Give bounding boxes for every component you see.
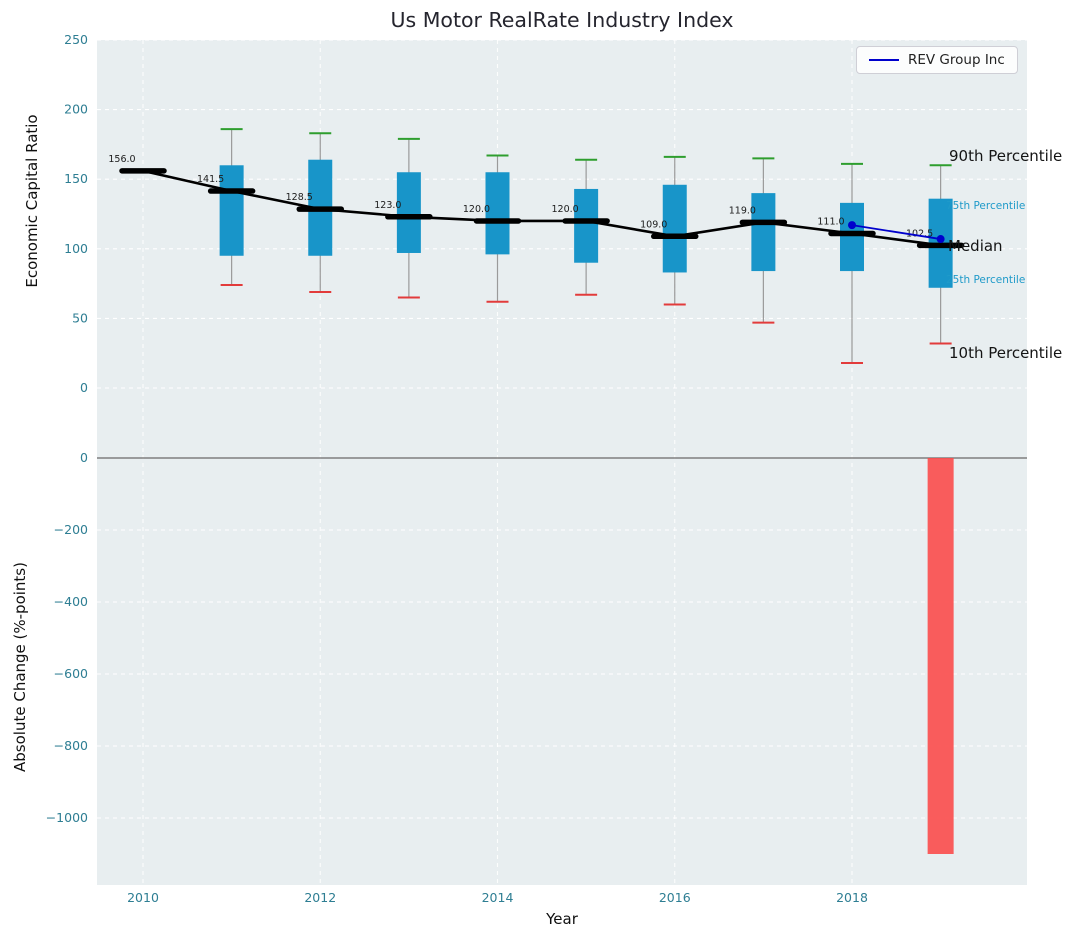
box-2015 <box>574 188 599 263</box>
rev-group-line <box>851 224 941 240</box>
median-label-2015: 120.0 <box>552 204 579 215</box>
box-2011 <box>219 165 244 256</box>
ytick-label-top: 200 <box>64 102 88 117</box>
xlabel-year: Year <box>546 910 578 928</box>
median-label-2018: 111.0 <box>817 216 844 227</box>
annotation-25th-percentile: 25th Percentile <box>946 274 1026 286</box>
xtick-label: 2016 <box>659 890 691 905</box>
median-label-2013: 123.0 <box>374 200 401 211</box>
annotation-10th-percentile: 10th Percentile <box>949 344 1063 362</box>
bottom-axes-background <box>97 455 1027 885</box>
xtick-label: 2018 <box>836 890 868 905</box>
change-bar-2019 <box>927 458 954 854</box>
annotation-75th-percentile: 75th Percentile <box>946 200 1026 212</box>
xtick-label: 2012 <box>304 890 336 905</box>
box-2013 <box>396 172 421 253</box>
median-label-2019: 102.5 <box>906 228 933 239</box>
annotation-90th-percentile: 90th Percentile <box>949 147 1063 165</box>
rev-group-point-2018 <box>848 221 856 230</box>
box-2014 <box>485 172 510 255</box>
ytick-label-top: 100 <box>64 241 88 256</box>
median-label-2010: 156.0 <box>108 154 135 165</box>
legend-line-sample <box>869 59 899 61</box>
legend-label: REV Group Inc <box>908 52 1005 68</box>
ytick-label-bottom: −600 <box>54 666 88 681</box>
ytick-label-top: 0 <box>80 380 88 395</box>
median-label-2017: 119.0 <box>729 205 756 216</box>
ytick-label-top: 150 <box>64 171 88 186</box>
chart-title: Us Motor RealRate Industry Index <box>390 8 734 32</box>
median-line <box>142 169 941 247</box>
median-label-2016: 109.0 <box>640 219 667 230</box>
box-2017 <box>751 193 776 272</box>
ytick-label-bottom: −200 <box>54 522 88 537</box>
ytick-label-bottom: −400 <box>54 594 88 609</box>
median-label-2014: 120.0 <box>463 204 490 215</box>
xtick-label: 2010 <box>127 890 159 905</box>
ylabel-economic-capital-ratio: Economic Capital Ratio <box>23 114 41 288</box>
ytick-label-bottom: −1000 <box>46 810 88 825</box>
xtick-label: 2014 <box>482 890 514 905</box>
box-2016 <box>662 184 687 273</box>
ytick-label-top: 50 <box>72 310 88 325</box>
annotation-median: Median <box>948 237 1003 255</box>
ylabel-absolute-change: Absolute Change (%-points) <box>11 562 29 772</box>
box-2018 <box>840 202 864 272</box>
ytick-label-bottom: −800 <box>54 738 88 753</box>
ytick-label-top: 250 <box>64 32 88 47</box>
rev-group-point-2019 <box>936 235 945 244</box>
median-label-2012: 128.5 <box>286 192 313 203</box>
median-label-2011: 141.5 <box>197 174 224 185</box>
legend: REV Group Inc <box>856 46 1018 74</box>
ytick-label-bottom: 0 <box>80 450 88 465</box>
